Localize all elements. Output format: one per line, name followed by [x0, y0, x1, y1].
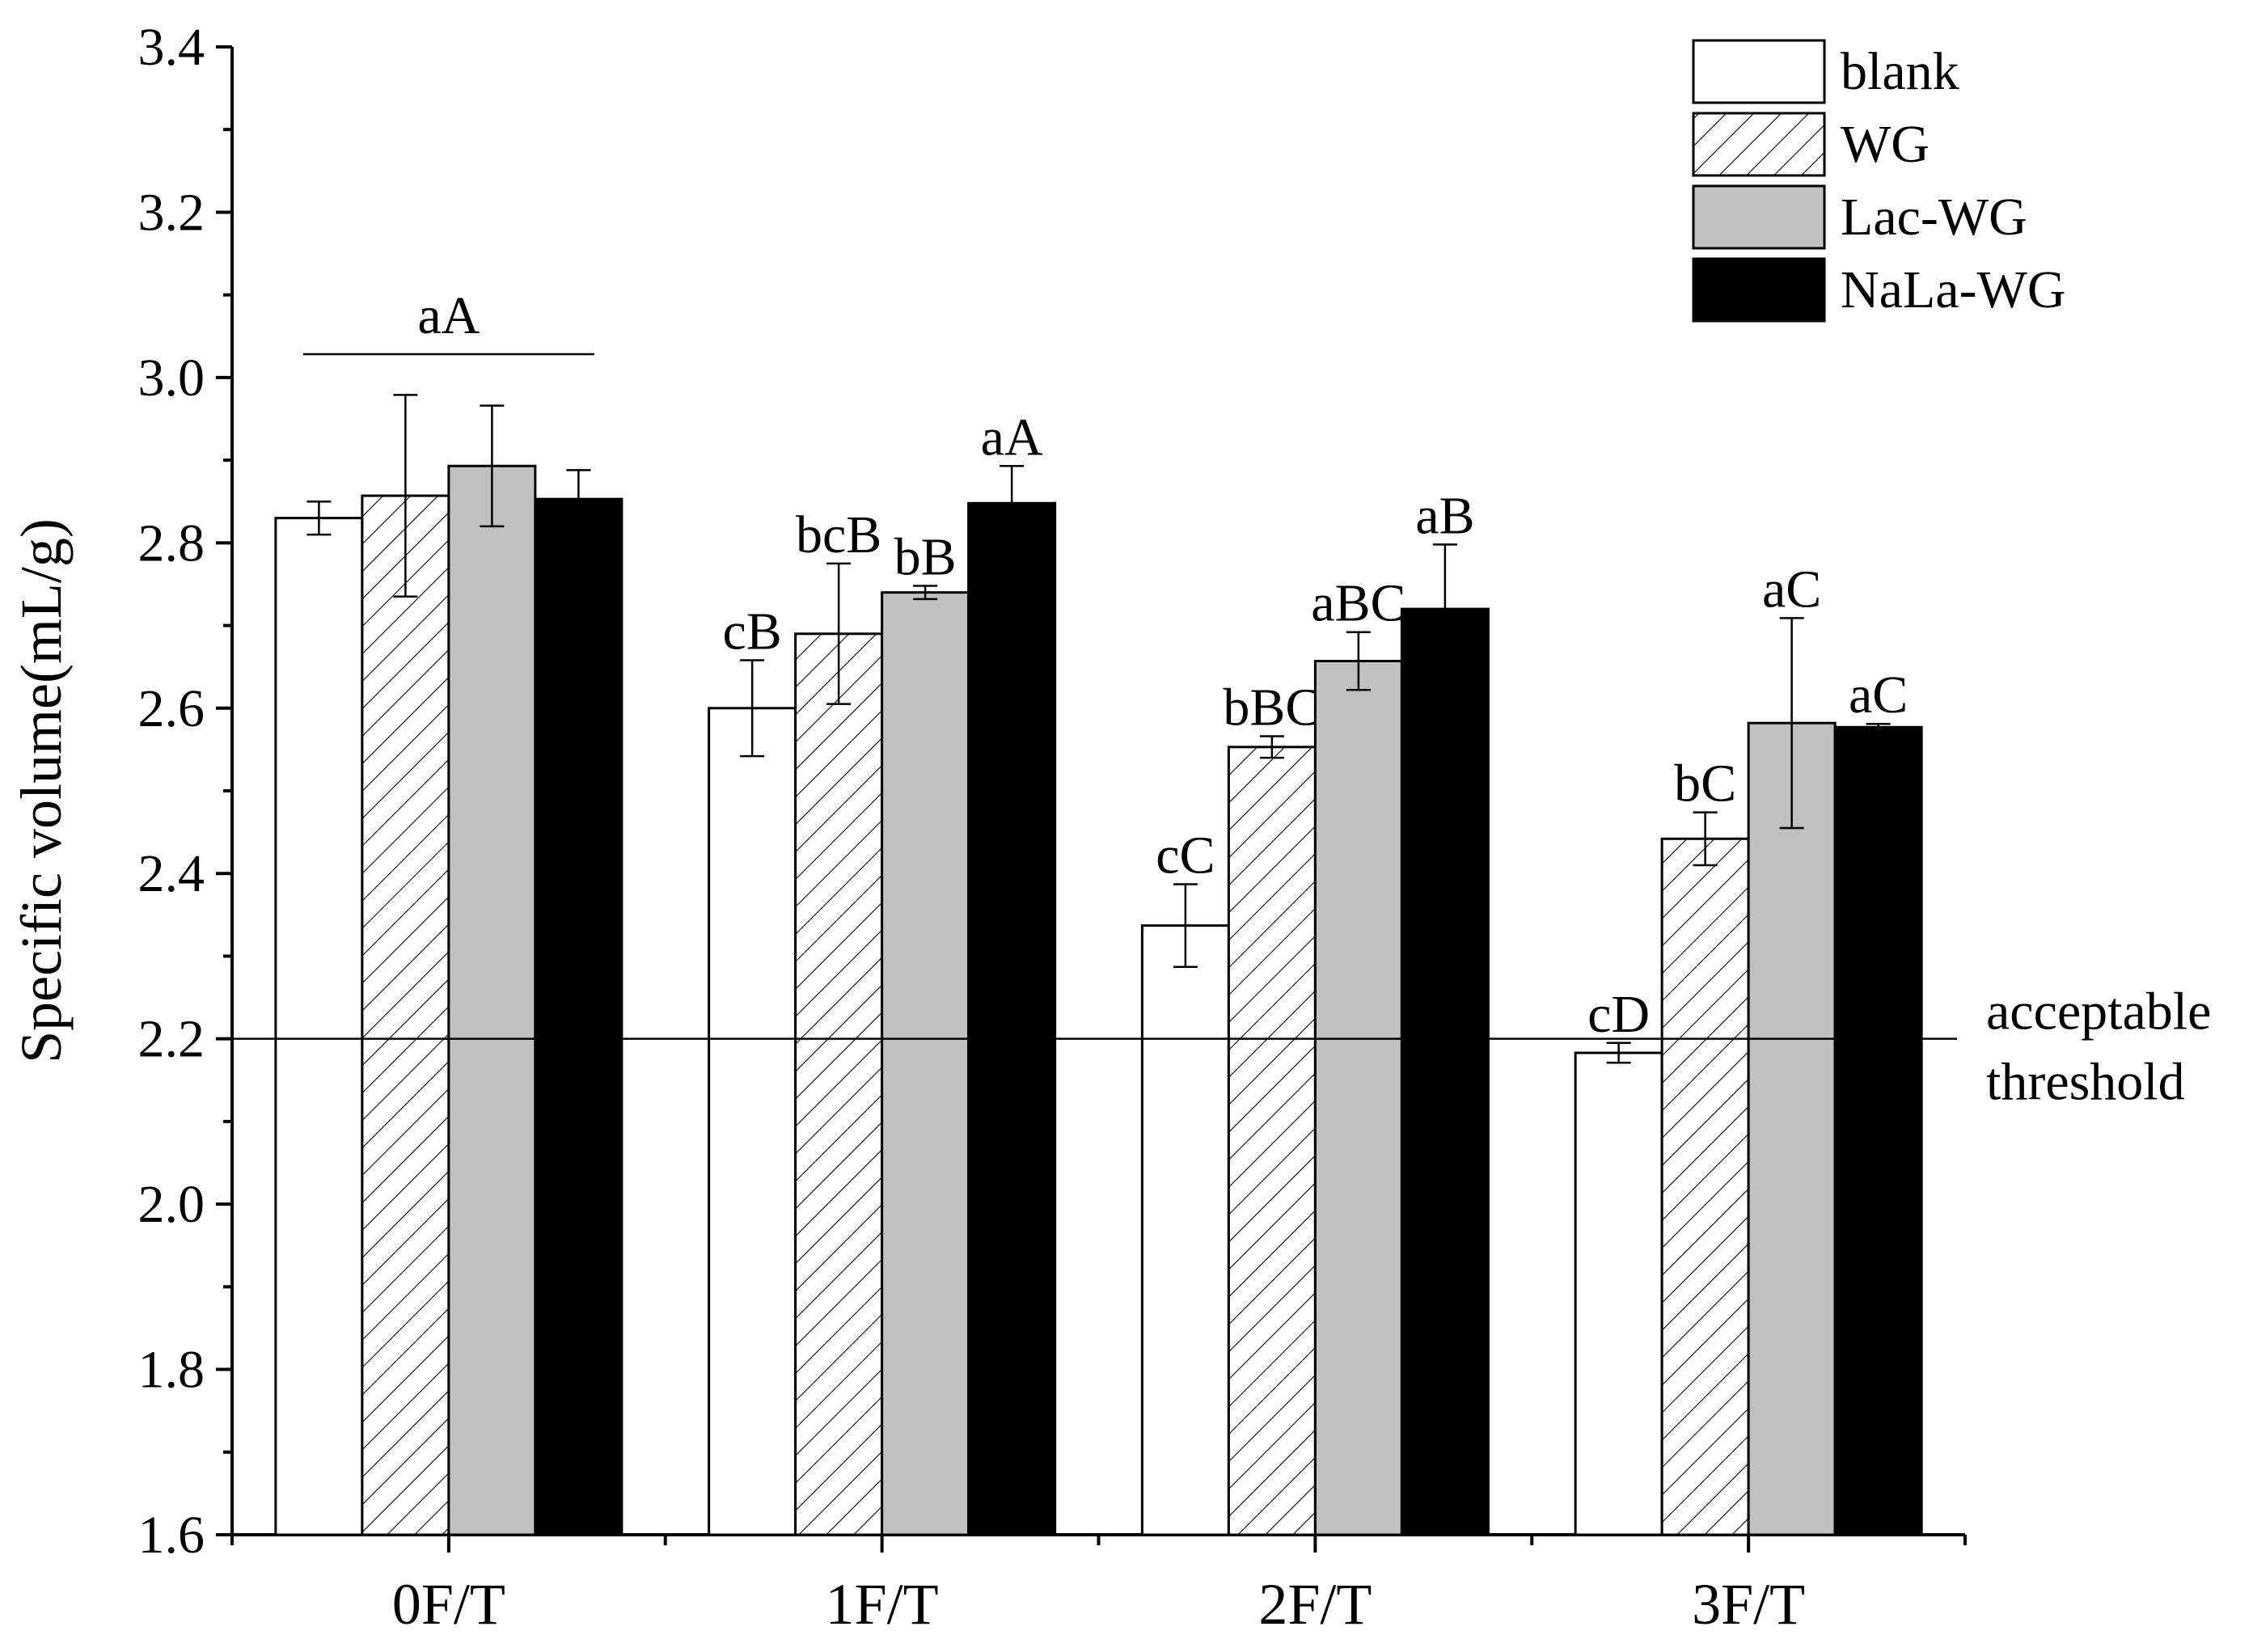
- legend-swatch: [1692, 112, 1826, 177]
- legend-label: NaLa-WG: [1841, 260, 2066, 319]
- bar: [534, 497, 623, 1536]
- bar: [274, 517, 364, 1536]
- significance-label: bcB: [796, 505, 881, 564]
- x-tick-label: 1F/T: [826, 1572, 939, 1637]
- bar: [1747, 721, 1837, 1536]
- bar: [1140, 924, 1230, 1536]
- y-tick-label: 3.0: [138, 349, 205, 408]
- bar: [361, 494, 450, 1536]
- legend-label: Lac-WG: [1841, 188, 2027, 247]
- significance-label: aA: [981, 408, 1043, 467]
- legend-swatch: [1692, 39, 1826, 104]
- significance-label: aB: [1415, 486, 1474, 545]
- significance-label: aC: [1849, 665, 1908, 725]
- threshold-label: threshold: [1986, 1053, 2185, 1112]
- x-tick-label: 2F/T: [1258, 1572, 1372, 1637]
- significance-label: aBC: [1311, 574, 1405, 633]
- legend-swatch: [1692, 257, 1826, 323]
- bar: [1574, 1051, 1663, 1536]
- legend-label: WG: [1841, 115, 1930, 174]
- y-tick-label: 3.4: [138, 18, 205, 77]
- bar: [447, 464, 537, 1536]
- significance-label: bB: [894, 527, 957, 586]
- y-tick-label: 2.2: [138, 1010, 205, 1069]
- significance-label: cD: [1587, 985, 1650, 1044]
- bar: [1660, 837, 1750, 1536]
- plot-area: 1.6 1.8 2.0 2.2 2.4 2.6 2.8 3.0 3.2 3.4 Specific v…: [9, 18, 2211, 1637]
- y-tick-label: 2.4: [138, 844, 205, 903]
- threshold-label: acceptable: [1986, 982, 2211, 1041]
- bar: [1833, 725, 1923, 1536]
- y-tick-label: 1.8: [138, 1341, 205, 1400]
- y-tick-label: 1.6: [138, 1506, 205, 1565]
- significance-label: cC: [1156, 826, 1215, 885]
- bar: [794, 632, 884, 1536]
- bar: [1400, 607, 1490, 1536]
- y-tick-label: 2.0: [138, 1175, 205, 1234]
- significance-label: cB: [722, 602, 781, 661]
- y-tick-label: 2.8: [138, 513, 205, 572]
- x-tick-label: 3F/T: [1692, 1572, 1805, 1637]
- significance-label: bC: [1674, 754, 1736, 813]
- y-tick-label: 2.6: [138, 679, 205, 738]
- bar: [967, 501, 1057, 1536]
- bar: [1313, 660, 1403, 1536]
- y-axis-label: Specific volume(mL/g): [9, 518, 74, 1063]
- bar: [708, 707, 797, 1536]
- bar: [881, 591, 970, 1536]
- legend: blank WG Lac-WG NaLa-WG: [1692, 39, 2066, 323]
- bar: [1227, 746, 1317, 1536]
- significance-label: bBC: [1223, 678, 1321, 737]
- significance-label: aC: [1762, 560, 1821, 619]
- legend-label: blank: [1841, 42, 1959, 101]
- y-tick-label: 3.2: [138, 183, 205, 242]
- x-tick-label: 0F/T: [392, 1572, 505, 1637]
- group-significance-label: aA: [417, 286, 480, 345]
- legend-swatch: [1692, 184, 1826, 250]
